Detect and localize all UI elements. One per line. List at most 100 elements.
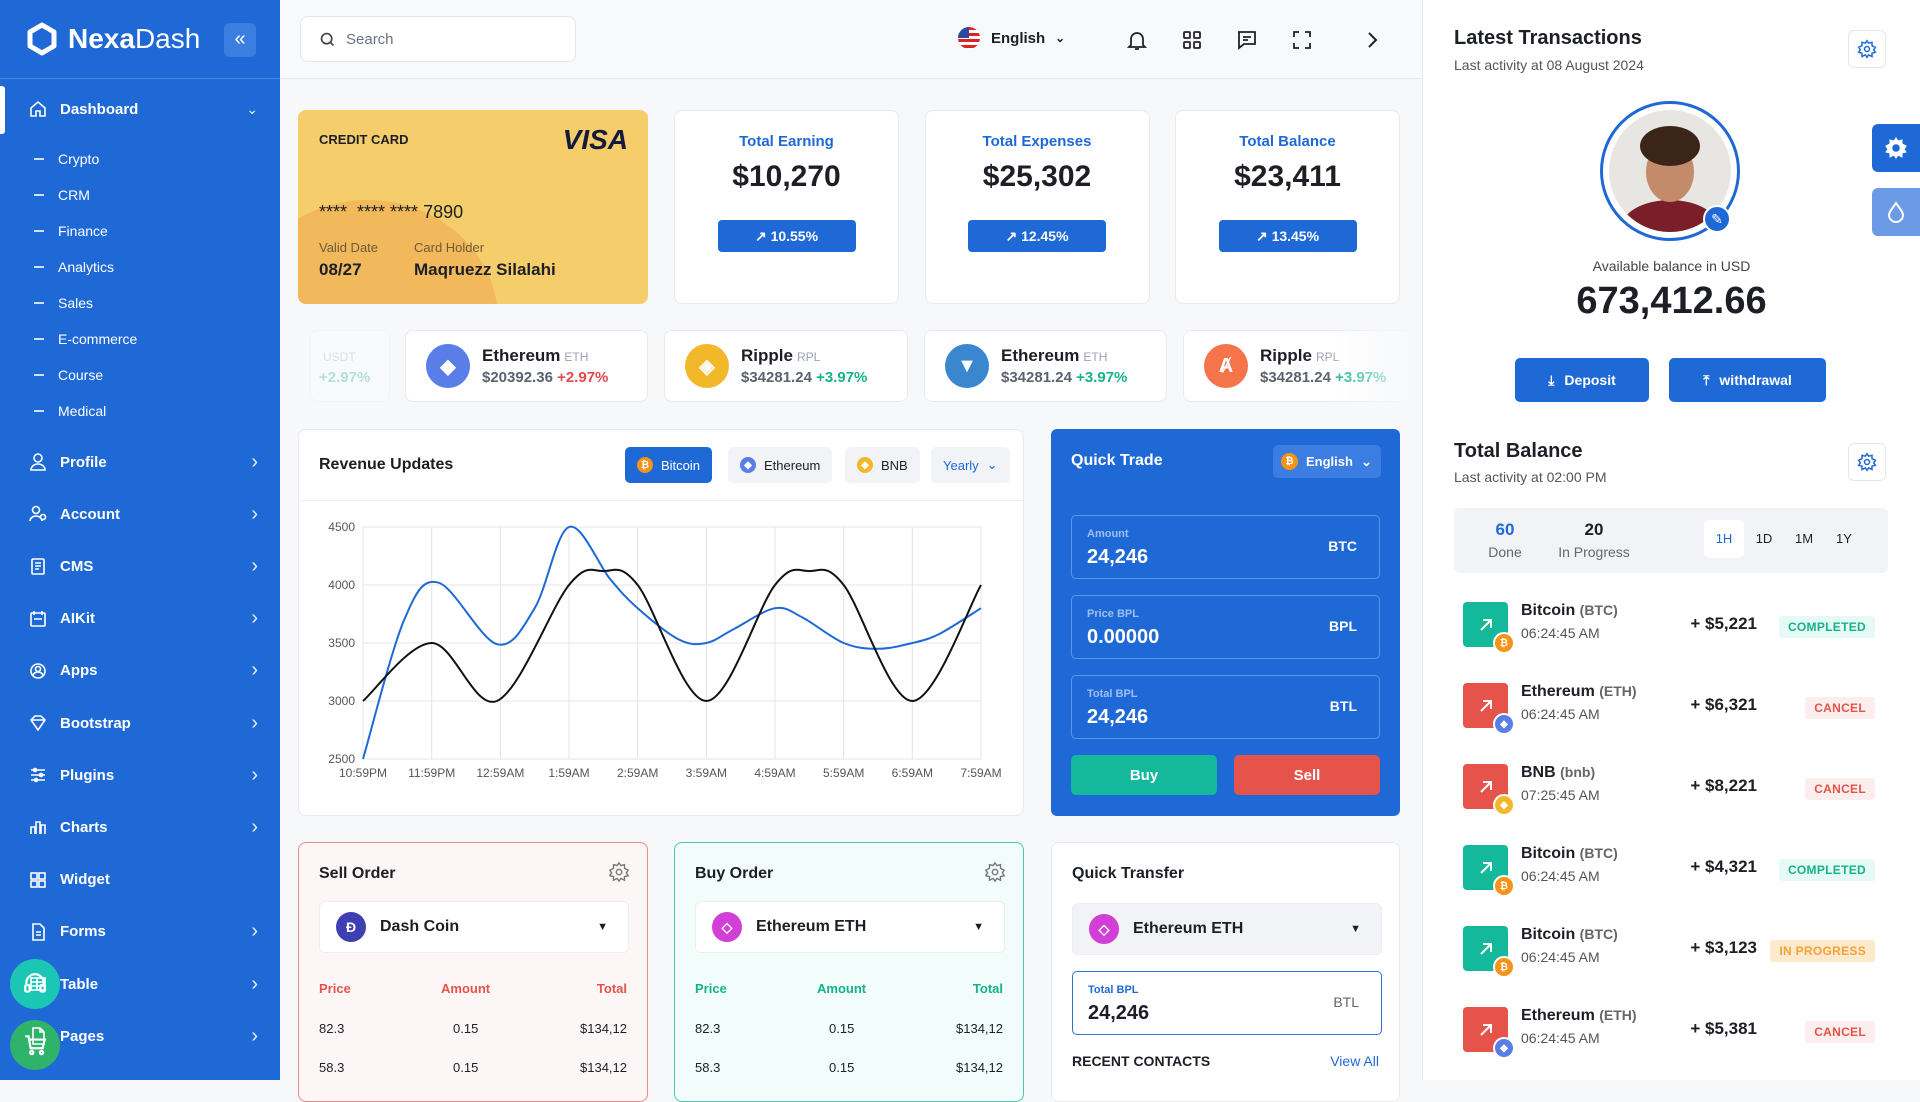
sidebar-subitem-course[interactable]: Course xyxy=(34,367,103,383)
transaction-amount: + $6,321 xyxy=(1690,695,1757,714)
apps-grid-icon[interactable] xyxy=(1180,28,1204,52)
sidebar-label: Forms xyxy=(60,923,106,941)
transaction-row[interactable]: ◆ BNB (bnb) 07:25:45 AM + $8,221 CANCEL xyxy=(1463,756,1883,816)
sidebar-item-cms[interactable]: CMS › xyxy=(0,546,280,586)
gear-icon[interactable] xyxy=(984,861,1006,883)
settings-button[interactable] xyxy=(1848,30,1886,68)
sidebar-subitem-crm[interactable]: CRM xyxy=(34,187,90,203)
sidebar-item-bootstrap[interactable]: Bootstrap › xyxy=(0,703,280,743)
transaction-row[interactable]: ₿ Bitcoin (BTC) 06:24:45 AM + $5,221 COMPLET… xyxy=(1463,594,1883,654)
sidebar-item-profile[interactable]: Profile › xyxy=(0,442,280,482)
profile-icon xyxy=(30,453,46,471)
col-amount: Amount xyxy=(441,981,491,996)
coin-dropdown[interactable]: Đ Dash Coin ▼ xyxy=(319,901,629,953)
stat-change-badge: ↗ 10.55% xyxy=(717,220,856,252)
y-tick-label: 4000 xyxy=(328,578,355,592)
ethereum-icon: ◇ xyxy=(1089,914,1119,944)
deposit-button[interactable]: ⤓ Deposit xyxy=(1515,358,1649,402)
ticker-card[interactable]: USDT +2.97% xyxy=(310,330,390,402)
price-field[interactable]: Price BPL 0.00000 BPL xyxy=(1071,595,1380,659)
transaction-name: Bitcoin (BTC) xyxy=(1521,845,1618,863)
sidebar-subitem-crypto[interactable]: Crypto xyxy=(34,151,99,167)
brand-logo[interactable]: NexaDash xyxy=(26,22,200,56)
transaction-row[interactable]: ◆ Ethereum (ETH) 06:24:45 AM + $6,321 CANCEL xyxy=(1463,675,1883,735)
gear-icon[interactable] xyxy=(608,861,630,883)
total-field[interactable]: Total BPL 24,246 BTL xyxy=(1071,675,1380,739)
sidebar-item-dashboard[interactable]: Dashboard ⌄ xyxy=(0,89,280,129)
sidebar-subitem-finance[interactable]: Finance xyxy=(34,223,108,239)
bell-icon[interactable] xyxy=(1125,28,1149,52)
x-tick-label: 11:59PM xyxy=(408,766,455,780)
ticker-card[interactable]: ◈ Ripple RPL $34281.24 +3.97% xyxy=(664,330,908,402)
search-input[interactable]: Search xyxy=(300,16,576,62)
period-tab-1d[interactable]: 1D xyxy=(1755,531,1773,546)
latest-transactions-title: Latest Transactions xyxy=(1454,27,1642,49)
sidebar-subitem-analytics[interactable]: Analytics xyxy=(34,259,114,275)
period-tab-1y[interactable]: 1Y xyxy=(1836,531,1852,546)
avatar xyxy=(1600,101,1740,241)
tab-ethereum[interactable]: ◆ Ethereum xyxy=(728,447,833,483)
sidebar-subitem-sales[interactable]: Sales xyxy=(34,295,93,311)
col-price: Price xyxy=(695,981,727,996)
color-theme-button[interactable] xyxy=(1872,188,1920,236)
ticker-card[interactable]: ◆ Ethereum ETH $20392.36 +2.97% xyxy=(405,330,648,402)
language-label: English xyxy=(991,29,1046,47)
status-badge: COMPLETED xyxy=(1778,616,1875,638)
sidebar-subitem-medical[interactable]: Medical xyxy=(34,403,106,419)
quick-trade-card: Quick Trade ₿ English ⌄ Amount 24,246 BTC Pr… xyxy=(1051,429,1400,816)
coin-change: +3.97% xyxy=(816,369,868,386)
period-tab-1m[interactable]: 1M xyxy=(1794,531,1814,546)
language-selector[interactable]: English ⌄ xyxy=(957,26,1065,50)
transaction-row[interactable]: ◆ Ethereum (ETH) 06:24:45 AM + $5,381 CANCEL xyxy=(1463,999,1883,1059)
field-unit: BPL xyxy=(1329,618,1357,634)
period-dropdown[interactable]: Yearly ⌄ xyxy=(931,447,1010,483)
done-count: 60 xyxy=(1495,520,1515,539)
sidebar-item-charts[interactable]: Charts › xyxy=(0,807,280,847)
period-tab-1h[interactable]: 1H xyxy=(1715,531,1733,546)
coin-selector[interactable]: ₿ English ⌄ xyxy=(1273,445,1381,478)
cell: $134,12 xyxy=(956,1060,1003,1075)
sidebar-subitem-e-commerce[interactable]: E-commerce xyxy=(34,331,137,347)
coin-dropdown[interactable]: ◇ Ethereum ETH ▼ xyxy=(695,901,1005,953)
stat-title: Total Earning xyxy=(739,133,834,150)
chat-icon[interactable] xyxy=(1235,28,1259,52)
sidebar-item-apps[interactable]: Apps › xyxy=(0,651,280,691)
buy-button[interactable]: Buy xyxy=(1071,755,1217,795)
sidebar-item-table[interactable]: Table › xyxy=(0,964,280,1004)
rpl-coin-icon: ◈ xyxy=(685,344,729,388)
view-all-link[interactable]: View All xyxy=(1330,1053,1379,1069)
theme-settings-button[interactable] xyxy=(1872,124,1920,172)
coin-change: +2.97% xyxy=(557,369,609,386)
sidebar: NexaDash « Dashboard ⌄ Crypto CRM Finance An… xyxy=(0,0,280,1080)
sell-button[interactable]: Sell xyxy=(1234,755,1380,795)
cart-button[interactable] xyxy=(10,1020,60,1070)
transaction-row[interactable]: ₿ Bitcoin (BTC) 06:24:45 AM + $4,321 COMPLET… xyxy=(1463,837,1883,897)
tab-bitcoin[interactable]: ₿ Bitcoin xyxy=(625,447,713,483)
collapse-sidebar-button[interactable]: « xyxy=(224,23,256,57)
coin-badge-icon: ₿ xyxy=(1493,875,1515,897)
sidebar-item-account[interactable]: Account › xyxy=(0,494,280,534)
field-unit: BTL xyxy=(1329,698,1357,714)
edit-avatar-icon[interactable]: ✎ xyxy=(1703,205,1731,233)
dash-icon xyxy=(34,266,44,268)
withdrawal-button[interactable]: ⤒ withdrawal xyxy=(1669,358,1826,402)
ticker-card[interactable]: Ⱥ Ripple RPL $34281.24 +3.97% xyxy=(1183,330,1420,402)
sidebar-item-plugins[interactable]: Plugins › xyxy=(0,755,280,795)
sidebar-item-widget[interactable]: Widget xyxy=(0,860,280,900)
amount-field[interactable]: Amount 24,246 BTC xyxy=(1071,515,1380,579)
ticker-info: Ethereum ETH $34281.24 +3.97% xyxy=(1001,346,1127,386)
support-headset-button[interactable] xyxy=(10,959,60,1009)
settings-button[interactable] xyxy=(1848,443,1886,481)
fullscreen-icon[interactable] xyxy=(1290,28,1314,52)
sidebar-item-aikit[interactable]: AIKit › xyxy=(0,599,280,639)
card-number: **** **** **** 7890 xyxy=(319,202,464,222)
chevron-right-icon[interactable] xyxy=(1360,28,1384,52)
transaction-row[interactable]: ₿ Bitcoin (BTC) 06:24:45 AM + $3,123 IN PROG… xyxy=(1463,918,1883,978)
stat-card-total-earning: Total Earning $10,270 ↗ 10.55% xyxy=(674,110,899,304)
total-bpl-field[interactable]: Total BPL 24,246 BTL xyxy=(1072,971,1382,1035)
sidebar-item-pages[interactable]: Pages › xyxy=(0,1016,280,1056)
sidebar-item-forms[interactable]: Forms › xyxy=(0,912,280,952)
coin-dropdown[interactable]: ◇ Ethereum ETH ▼ xyxy=(1072,903,1382,955)
tab-bnb[interactable]: ◈ BNB xyxy=(845,447,920,483)
ticker-card[interactable]: ▼ Ethereum ETH $34281.24 +3.97% xyxy=(924,330,1167,402)
